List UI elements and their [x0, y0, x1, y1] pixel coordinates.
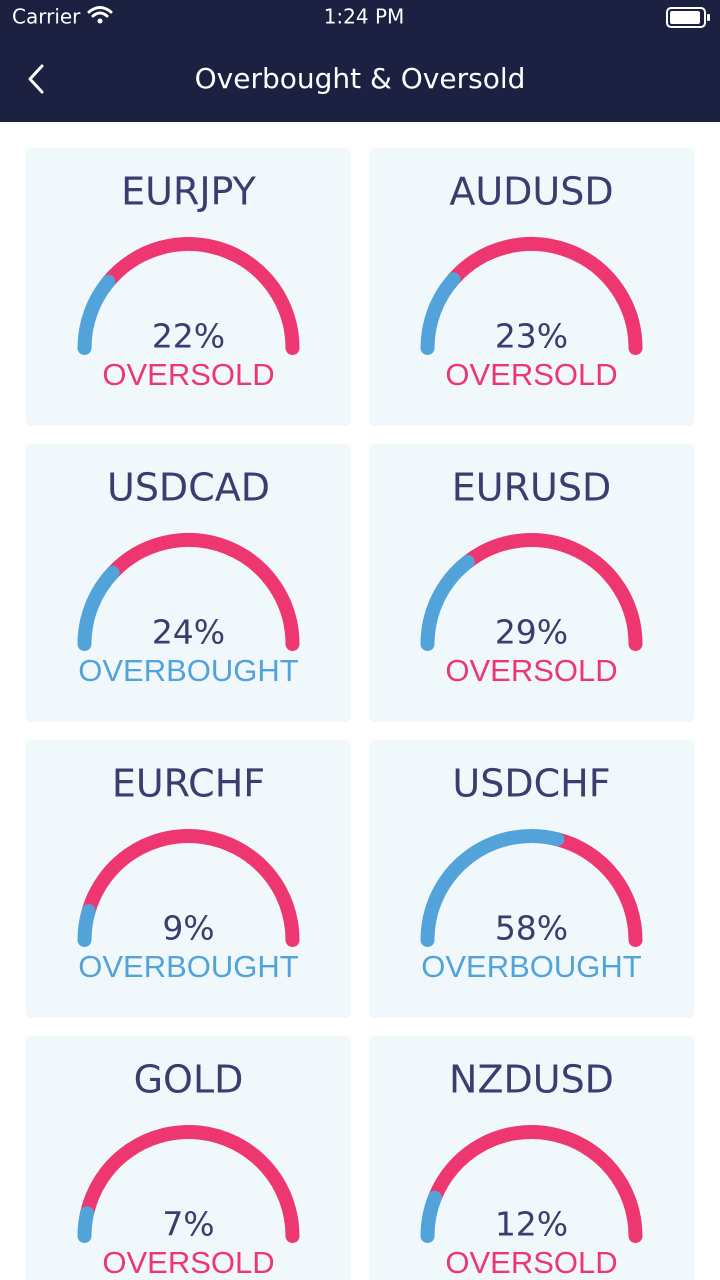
symbol: AUDUSD: [449, 170, 613, 214]
percent-label: 29%: [495, 613, 568, 652]
symbol: NZDUSD: [449, 1058, 614, 1102]
card-grid: EURJPY22%OVERSOLDAUDUSD23%OVERSOLDUSDCAD…: [26, 148, 694, 1280]
gauge-fill: [77, 903, 96, 947]
symbol: USDCAD: [107, 466, 270, 510]
gauge-fill: [420, 1190, 442, 1243]
screen-title: Overbought & Oversold: [195, 62, 526, 95]
gauge-card[interactable]: USDCAD 24%OVERBOUGHT: [26, 444, 351, 722]
gauge-rest: [105, 533, 300, 651]
card-background: [26, 740, 351, 1018]
gauge-card[interactable]: USDCHF 58%OVERBOUGHT: [369, 740, 694, 1018]
gauge-rest: [101, 237, 300, 355]
gauge-rest: [81, 829, 300, 947]
card-background: [369, 1036, 694, 1280]
gauge-card[interactable]: EURUSD 29%OVERSOLD: [369, 444, 694, 722]
top-bar: [0, 0, 720, 122]
status-label: OVERSOLD: [445, 357, 617, 392]
gauge-card[interactable]: NZDUSD 12%OVERSOLD: [369, 1036, 694, 1280]
gauge-fill: [77, 274, 116, 355]
percent-label: 12%: [495, 1205, 568, 1244]
symbol: EURJPY: [121, 170, 257, 214]
percent-label: 7%: [162, 1205, 214, 1244]
card-background: [26, 1036, 351, 1280]
symbol: USDCHF: [452, 762, 610, 806]
percent-label: 9%: [162, 909, 214, 948]
card-background: [26, 148, 351, 426]
gauge-fill: [77, 1206, 95, 1243]
gauge-fill: [420, 829, 565, 947]
gauge-card[interactable]: GOLD 7%OVERSOLD: [26, 1036, 351, 1280]
wifi-dot: [97, 18, 103, 24]
card-background: [369, 148, 694, 426]
gauge-rest: [80, 1125, 300, 1243]
back-button[interactable]: [28, 64, 44, 94]
gauge-rest: [460, 533, 643, 651]
status-label: OVERSOLD: [102, 1245, 274, 1280]
status-label: OVERSOLD: [102, 357, 274, 392]
status-label: OVERBOUGHT: [78, 653, 299, 688]
clock: 1:24 PM: [324, 5, 405, 29]
gauge-card[interactable]: EURJPY 22%OVERSOLD: [26, 148, 351, 426]
symbol: GOLD: [134, 1058, 244, 1102]
battery-icon: [666, 7, 710, 28]
carrier: Carrier: [12, 5, 81, 29]
gauge-card[interactable]: AUDUSD 23%OVERSOLD: [369, 148, 694, 426]
gauge-fill: [420, 272, 461, 355]
card-background: [26, 444, 351, 722]
percent-label: 22%: [152, 317, 225, 356]
wifi-icon: [87, 6, 113, 18]
status-label: OVERBOUGHT: [421, 949, 642, 984]
gauge-card[interactable]: EURCHF 9%OVERBOUGHT: [26, 740, 351, 1018]
gauge-fill: [420, 554, 475, 651]
status-label: OVERBOUGHT: [78, 949, 299, 984]
gauge-fill: [77, 565, 120, 651]
gauge-rest: [427, 1125, 643, 1243]
percent-label: 24%: [152, 613, 225, 652]
status-label: OVERSOLD: [445, 653, 617, 688]
card-background: [369, 444, 694, 722]
status-label: OVERSOLD: [445, 1245, 617, 1280]
symbol: EURUSD: [452, 466, 611, 510]
symbol: EURCHF: [112, 762, 265, 806]
percent-label: 58%: [495, 909, 568, 948]
gauge-rest: [446, 237, 643, 355]
card-background: [369, 740, 694, 1018]
gauge-rest: [550, 832, 643, 947]
percent-label: 23%: [495, 317, 568, 356]
